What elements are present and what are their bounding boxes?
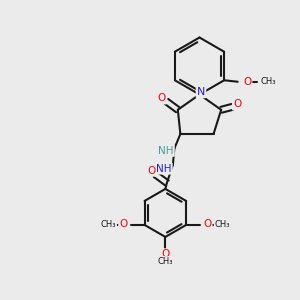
Text: CH₃: CH₃ xyxy=(260,77,276,86)
Text: O: O xyxy=(203,219,211,229)
Text: NH: NH xyxy=(158,146,174,156)
Text: O: O xyxy=(233,99,241,110)
Text: O: O xyxy=(161,249,169,259)
Text: CH₃: CH₃ xyxy=(158,257,173,266)
Text: O: O xyxy=(119,219,128,229)
Text: O: O xyxy=(148,166,156,176)
Text: O: O xyxy=(158,93,166,103)
Text: CH₃: CH₃ xyxy=(215,220,230,229)
Text: NH: NH xyxy=(156,164,172,173)
Text: N: N xyxy=(197,87,205,97)
Text: CH₃: CH₃ xyxy=(100,220,116,229)
Text: O: O xyxy=(243,77,251,87)
